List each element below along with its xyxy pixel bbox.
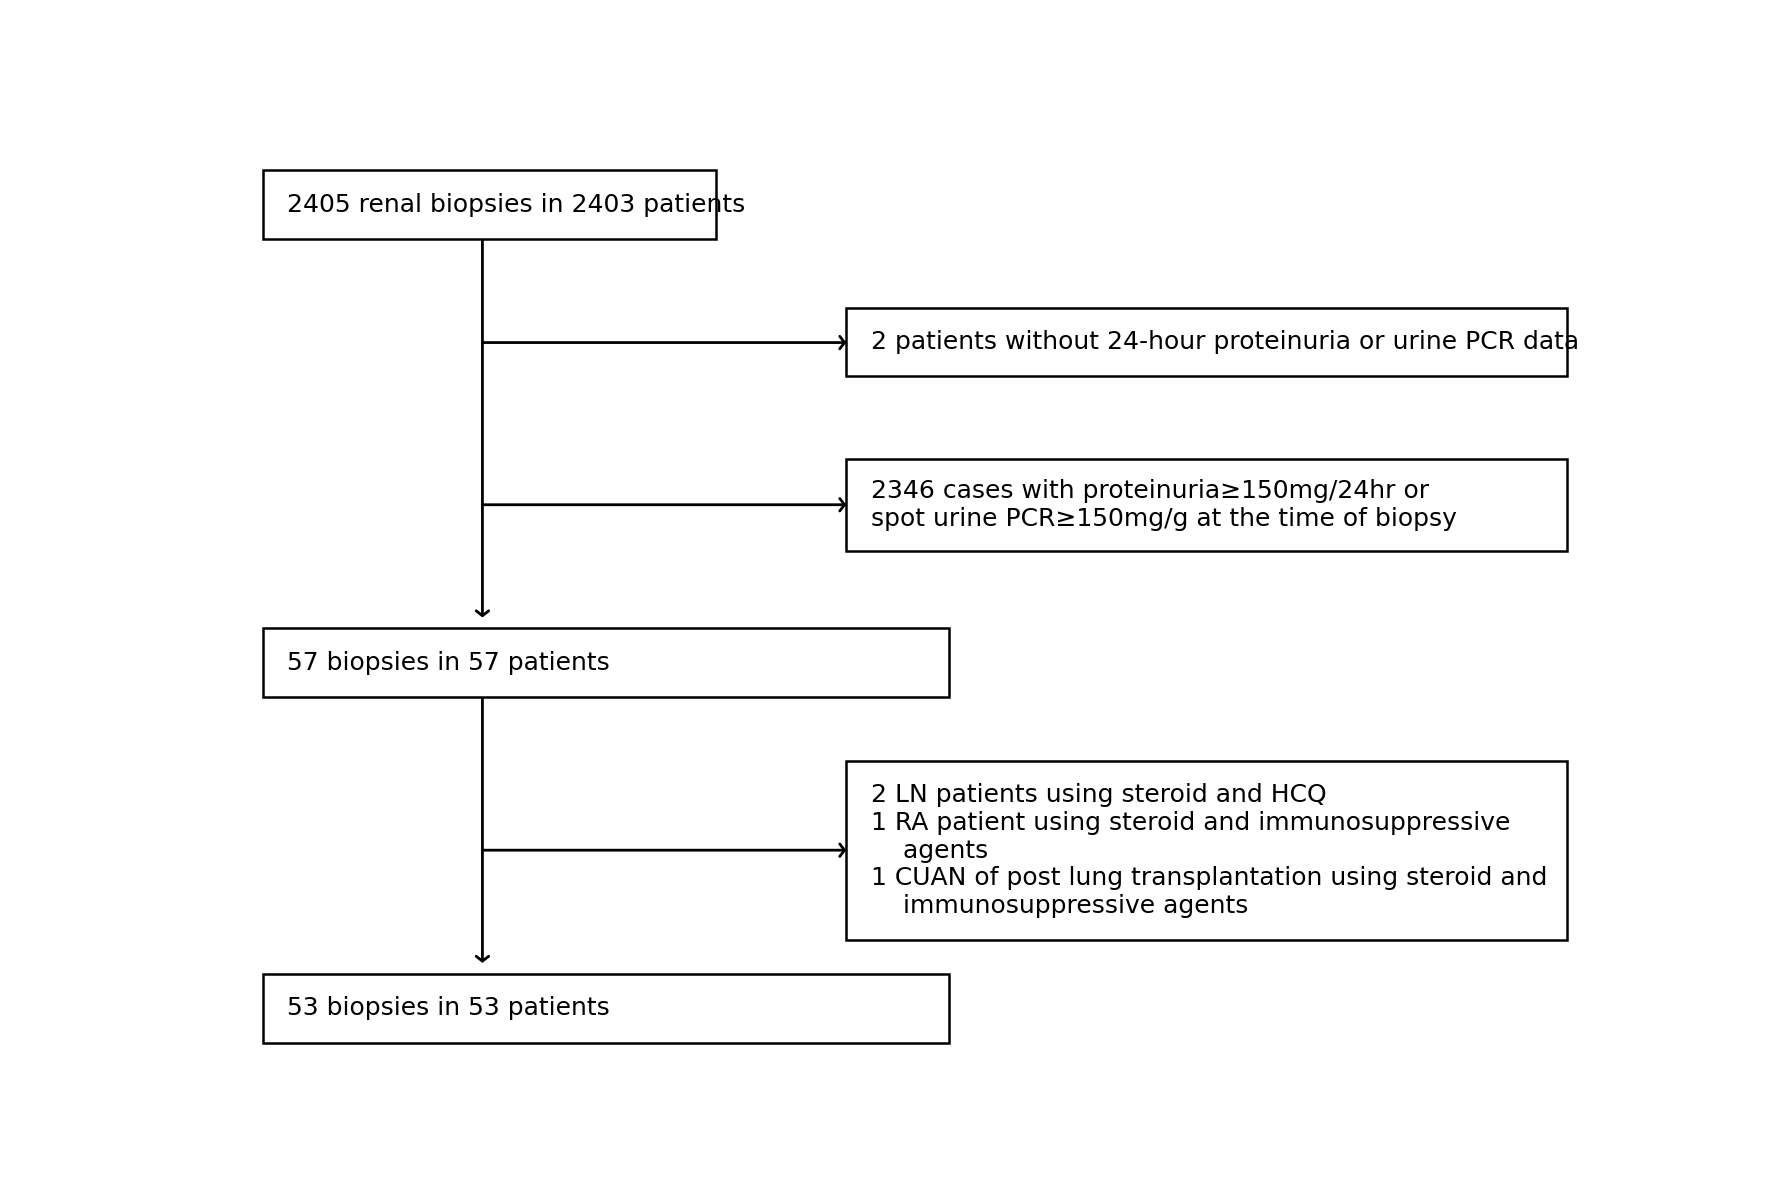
Text: 53 biopsies in 53 patients: 53 biopsies in 53 patients <box>287 996 610 1020</box>
Text: 2405 renal biopsies in 2403 patients: 2405 renal biopsies in 2403 patients <box>287 193 746 217</box>
FancyBboxPatch shape <box>262 170 716 239</box>
Text: 2 LN patients using steroid and HCQ
1 RA patient using steroid and immunosuppres: 2 LN patients using steroid and HCQ 1 RA… <box>872 783 1547 919</box>
Text: 2 patients without 24-hour proteinuria or urine PCR data: 2 patients without 24-hour proteinuria o… <box>872 330 1579 355</box>
FancyBboxPatch shape <box>262 973 950 1042</box>
FancyBboxPatch shape <box>262 628 950 697</box>
Text: 57 biopsies in 57 patients: 57 biopsies in 57 patients <box>287 651 610 675</box>
Text: 2346 cases with proteinuria≥150mg/24hr or
spot urine PCR≥150mg/g at the time of : 2346 cases with proteinuria≥150mg/24hr o… <box>872 478 1457 531</box>
FancyBboxPatch shape <box>847 308 1566 376</box>
FancyBboxPatch shape <box>847 459 1566 551</box>
FancyBboxPatch shape <box>847 762 1566 940</box>
